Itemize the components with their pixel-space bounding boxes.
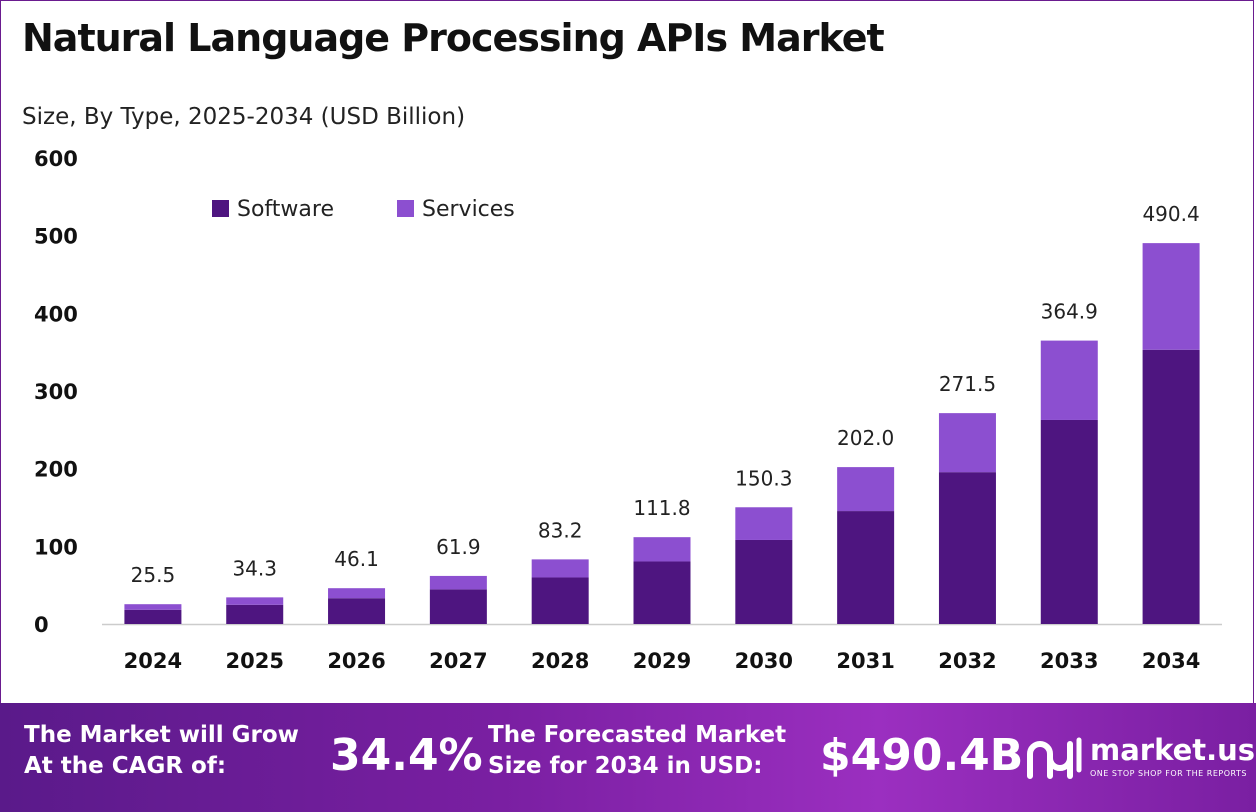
- x-tick-label: 2026: [327, 649, 385, 673]
- bar-services: [1142, 243, 1200, 350]
- bar-services: [1040, 340, 1098, 420]
- bar-services: [429, 575, 487, 590]
- bar-total-label: 34.3: [232, 556, 277, 580]
- bar-software: [429, 589, 487, 624]
- y-tick-label: 600: [34, 147, 78, 171]
- bar-services: [328, 588, 386, 599]
- cagr-label-line2: At the CAGR of:: [24, 753, 227, 779]
- legend-swatch-software: [212, 200, 229, 217]
- bar-software: [531, 577, 589, 624]
- bar-total-label: 364.9: [1041, 300, 1098, 324]
- x-tick-label: 2031: [836, 649, 894, 673]
- y-tick-label: 500: [34, 225, 78, 249]
- legend-label-software: Software: [237, 197, 334, 222]
- bar-software: [1040, 419, 1098, 624]
- forecast-label-line1: The Forecasted Market: [488, 722, 787, 748]
- bar-total-label: 111.8: [633, 496, 690, 520]
- market-us-logo-icon: [1027, 737, 1082, 779]
- bar-software: [328, 598, 386, 624]
- y-tick-label: 300: [34, 380, 78, 404]
- cagr-label-line1: The Market will Grow: [24, 722, 299, 748]
- bar-software: [837, 511, 895, 624]
- y-tick-label: 400: [34, 302, 78, 326]
- forecast-label-line2: Size for 2034 in USD:: [488, 753, 763, 779]
- y-tick-label: 200: [34, 458, 78, 482]
- brand-name: market.us: [1090, 733, 1256, 767]
- cagr-value: 34.4%: [330, 730, 483, 781]
- bar-services: [837, 467, 895, 512]
- x-tick-label: 2034: [1142, 649, 1200, 673]
- y-tick-label: 0: [34, 613, 49, 637]
- x-tick-label: 2024: [124, 649, 182, 673]
- stacked-bar-chart: 0 100 200 300 400 500 600 25.5 2024 34.3 2025 46.1 2…: [34, 147, 1222, 673]
- chart-frame: [0, 0, 1254, 703]
- bar-total-label: 202.0: [837, 426, 894, 450]
- bar-software: [226, 604, 284, 624]
- bar-software: [124, 609, 182, 624]
- cagr-label: The Market will Grow At the CAGR of:: [24, 720, 299, 782]
- bar-services: [124, 604, 182, 610]
- x-tick-label: 2025: [226, 649, 284, 673]
- bar-total-label: 150.3: [735, 466, 792, 490]
- bar-software: [1142, 349, 1200, 624]
- brand-tagline: ONE STOP SHOP FOR THE REPORTS: [1090, 769, 1247, 778]
- forecast-label: The Forecasted Market Size for 2034 in U…: [488, 720, 786, 782]
- chart-subtitle: Size, By Type, 2025-2034 (USD Billion): [22, 104, 466, 130]
- bar-software: [633, 561, 691, 624]
- x-tick-label: 2032: [938, 649, 996, 673]
- bar-services: [633, 537, 691, 562]
- bar-total-label: 271.5: [939, 372, 996, 396]
- y-tick-label: 100: [34, 535, 78, 559]
- bar-total-label: 25.5: [131, 563, 176, 587]
- bar-software: [938, 472, 996, 624]
- bar-services: [938, 413, 996, 473]
- x-tick-label: 2030: [735, 649, 793, 673]
- x-tick-label: 2027: [429, 649, 487, 673]
- bar-services: [735, 507, 793, 540]
- x-tick-label: 2028: [531, 649, 589, 673]
- bar-total-label: 490.4: [1142, 202, 1199, 226]
- bar-total-label: 46.1: [334, 547, 379, 571]
- legend-swatch-services: [397, 200, 414, 217]
- chart-title: Natural Language Processing APIs Market: [22, 16, 885, 60]
- x-tick-label: 2029: [633, 649, 691, 673]
- bar-total-label: 61.9: [436, 535, 481, 559]
- legend-label-services: Services: [422, 197, 515, 222]
- footer-banner: The Market will Grow At the CAGR of: 34.…: [0, 703, 1256, 812]
- bar-services: [531, 559, 589, 578]
- bar-services: [226, 597, 284, 605]
- x-tick-label: 2033: [1040, 649, 1098, 673]
- bar-software: [735, 539, 793, 624]
- forecast-value: $490.4B: [820, 730, 1024, 781]
- bar-total-label: 83.2: [538, 518, 583, 542]
